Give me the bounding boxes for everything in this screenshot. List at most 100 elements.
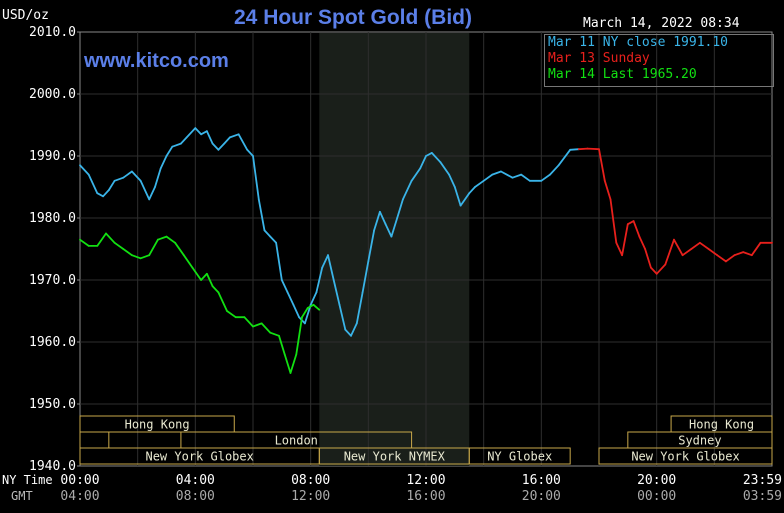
data-point [79,238,81,241]
data-point [229,136,231,139]
data-point [644,248,647,250]
data-point [226,310,228,312]
data-point [733,254,736,257]
legend-item-mar13: Mar 13 Sunday [548,51,650,66]
data-point [315,291,318,294]
x-tick-label-gmt: 04:00 [60,489,99,504]
data-point [154,186,156,188]
session-label: Sydney [678,434,721,448]
data-point [321,266,324,269]
y-tick-label: 2000.0 [29,87,76,102]
x-tick-label-ny: 00:00 [60,473,99,488]
data-point [344,328,347,331]
data-point [390,235,393,238]
data-point [621,254,623,257]
data-point [586,147,589,150]
data-point [577,148,580,151]
chart-title: 24 Hour Spot Gold (Bid) [234,6,472,29]
data-point [139,179,142,182]
data-point [96,245,99,247]
data-point [298,316,301,319]
data-point [632,220,635,223]
legend: Mar 11 NY close 1991.10 Mar 13 Sunday Ma… [544,34,774,87]
data-point [295,353,298,356]
session-bar: New York Globex [598,447,773,465]
x-tick-label-gmt: 08:00 [176,489,215,504]
data-point [286,291,289,294]
data-point [105,232,107,235]
data-point [655,272,658,275]
data-point [182,254,185,257]
timestamp: March 14, 2022 08:34 [583,16,740,31]
data-point [148,254,151,257]
session-bar-box [79,415,235,433]
data-point [174,241,177,244]
data-point [425,155,427,157]
data-point [304,322,306,325]
data-point [217,291,220,294]
data-point [759,241,762,244]
data-point [430,152,433,154]
legend-item-mar14: Mar 14 Last 1965.20 [548,67,697,82]
data-point [246,148,249,151]
data-point [185,136,188,139]
data-point [615,241,618,244]
data-point [520,173,523,176]
data-point [448,173,450,176]
data-point [367,260,370,263]
series-line-1 [578,147,772,275]
data-point [148,198,151,201]
data-point [87,173,90,176]
x-tick-label-ny: 08:00 [291,473,330,488]
data-point [269,235,272,238]
data-point [159,167,162,170]
grid-lines [80,32,772,466]
y-axis-tick-labels: 1940.0 1950.0 1960.0 1970.0 1980.0 1990.0 2000… [29,25,80,474]
data-point [350,334,352,337]
data-point [603,179,606,182]
x-tick-label-gmt: 00:00 [637,489,676,504]
y-tick-label: 1960.0 [29,335,76,350]
data-point [361,291,364,294]
data-point [439,161,442,164]
data-point [252,155,254,157]
data-point [609,198,612,201]
y-tick-label: 1990.0 [29,149,76,164]
data-point [194,127,197,129]
session-bars: Hong Kong London New York Globex New York N… [79,415,773,465]
data-point [384,223,387,226]
session-label: London [275,434,318,448]
data-point [275,241,277,244]
site-link[interactable]: www.kitco.com [84,50,229,72]
y-tick-label: 2010.0 [29,25,76,40]
y-tick-label: 1980.0 [29,211,76,226]
session-label: NY Globex [487,450,552,464]
price-series [79,127,773,374]
data-point [252,325,254,328]
data-point [468,192,471,195]
data-point [312,303,315,306]
data-point [283,353,286,356]
data-point [402,198,404,201]
data-point [278,334,280,337]
data-point [205,130,208,133]
data-point [289,372,292,374]
data-point [223,142,226,145]
data-point [707,248,710,250]
data-point [598,148,600,151]
data-point [459,204,462,207]
data-point [257,198,260,201]
data-point [771,241,773,244]
data-point [260,322,263,325]
data-point [200,133,203,136]
session-label: New York Globex [145,450,253,464]
data-point [750,254,753,257]
data-point [165,155,168,157]
data-point [292,303,295,306]
data-point [474,186,476,188]
data-point [355,322,358,325]
data-point [131,170,133,173]
x-tick-label-gmt: 20:00 [522,489,561,504]
data-point [113,179,116,182]
